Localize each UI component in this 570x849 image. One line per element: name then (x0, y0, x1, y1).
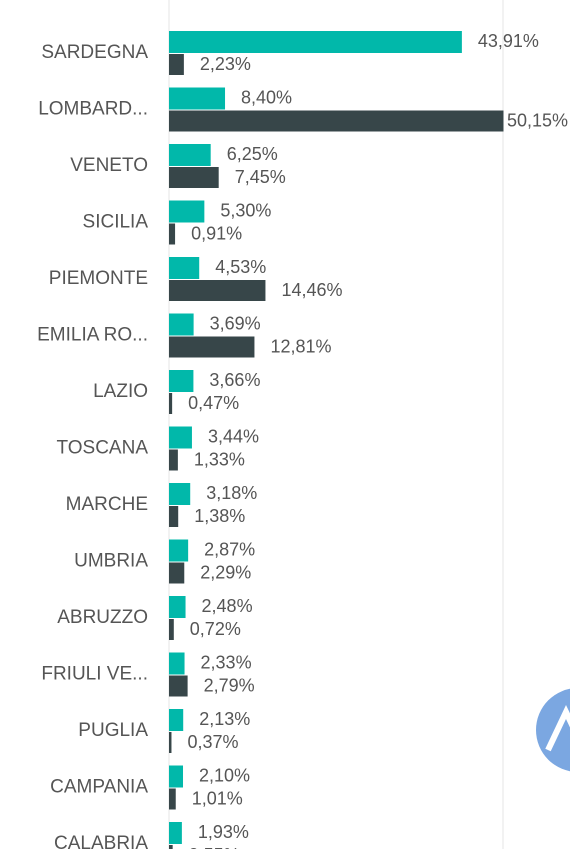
value-label: 4,53% (215, 257, 266, 277)
value-label: 43,91% (478, 31, 539, 51)
value-label: 7,45% (235, 167, 286, 187)
value-label: 0,47% (188, 393, 239, 413)
bar (169, 54, 184, 75)
bar (169, 652, 185, 675)
bar (169, 449, 178, 471)
bar (169, 539, 189, 562)
value-label: 1,33% (194, 449, 245, 469)
value-label: 2,29% (200, 562, 251, 582)
category-label: LAZIO (93, 381, 148, 402)
bar (169, 110, 504, 132)
category-label: CALABRIA (54, 833, 148, 849)
bar (169, 87, 226, 110)
bar (169, 562, 185, 584)
value-label: 12,81% (270, 336, 331, 356)
scroll-top-button[interactable] (536, 688, 570, 772)
value-label: 3,18% (206, 483, 257, 503)
value-label: 0,55% (189, 845, 240, 849)
bar (169, 732, 172, 753)
category-label: LOMBARD... (38, 99, 148, 120)
button-arrow (545, 704, 570, 752)
category-label: FRIULI VE... (41, 664, 148, 685)
value-label: 0,37% (187, 732, 238, 752)
category-label: EMILIA RO... (37, 325, 148, 346)
bar (169, 709, 184, 731)
category-label: PUGLIA (78, 720, 148, 741)
bar (169, 426, 192, 449)
value-label: 3,69% (210, 313, 261, 333)
value-label: 2,79% (204, 675, 255, 695)
bar (169, 31, 462, 53)
value-label: 1,38% (194, 506, 245, 526)
category-label: PIEMONTE (49, 268, 148, 289)
value-label: 2,13% (199, 709, 250, 729)
bar (169, 393, 173, 414)
value-label: 0,91% (191, 223, 242, 243)
value-label: 6,25% (227, 144, 278, 164)
bar (169, 167, 219, 188)
bar (169, 280, 266, 301)
value-label: 5,30% (220, 200, 271, 220)
category-label: TOSCANA (56, 438, 148, 459)
category-label: UMBRIA (74, 551, 148, 572)
bar (169, 822, 182, 844)
bar (169, 845, 173, 849)
bar (169, 370, 194, 392)
value-label: 2,48% (202, 596, 253, 616)
bar (169, 675, 188, 697)
bar (169, 619, 174, 640)
value-label: 2,10% (199, 765, 250, 785)
button-circle[interactable] (536, 688, 570, 772)
value-label: 2,33% (201, 652, 252, 672)
value-label: 3,44% (208, 426, 259, 446)
value-label: 8,40% (241, 87, 292, 107)
value-label: 0,72% (190, 619, 241, 639)
bar (169, 223, 176, 245)
bar (169, 765, 184, 788)
value-label: 14,46% (281, 280, 342, 300)
value-label: 1,01% (192, 788, 243, 808)
value-label: 50,15% (507, 110, 568, 130)
category-label: SICILIA (83, 212, 149, 233)
category-label: CAMPANIA (50, 777, 148, 798)
bar (169, 257, 200, 279)
bar (169, 144, 211, 166)
bar (169, 313, 194, 336)
bar (169, 596, 186, 618)
bar (169, 200, 205, 223)
plot: SARDEGNA 43,91% 2,23% LOMBARD... 8,40% 50,15%… (37, 31, 568, 849)
bar (169, 788, 176, 810)
category-label: ABRUZZO (57, 607, 148, 628)
category-label: VENETO (70, 155, 148, 176)
bar (169, 506, 179, 527)
bar (169, 483, 191, 505)
bar (169, 336, 255, 358)
value-label: 1,93% (198, 822, 249, 842)
category-label: SARDEGNA (41, 42, 148, 63)
value-label: 3,66% (209, 370, 260, 390)
value-label: 2,87% (204, 539, 255, 559)
value-label: 2,23% (200, 54, 251, 74)
category-label: MARCHE (66, 494, 148, 515)
